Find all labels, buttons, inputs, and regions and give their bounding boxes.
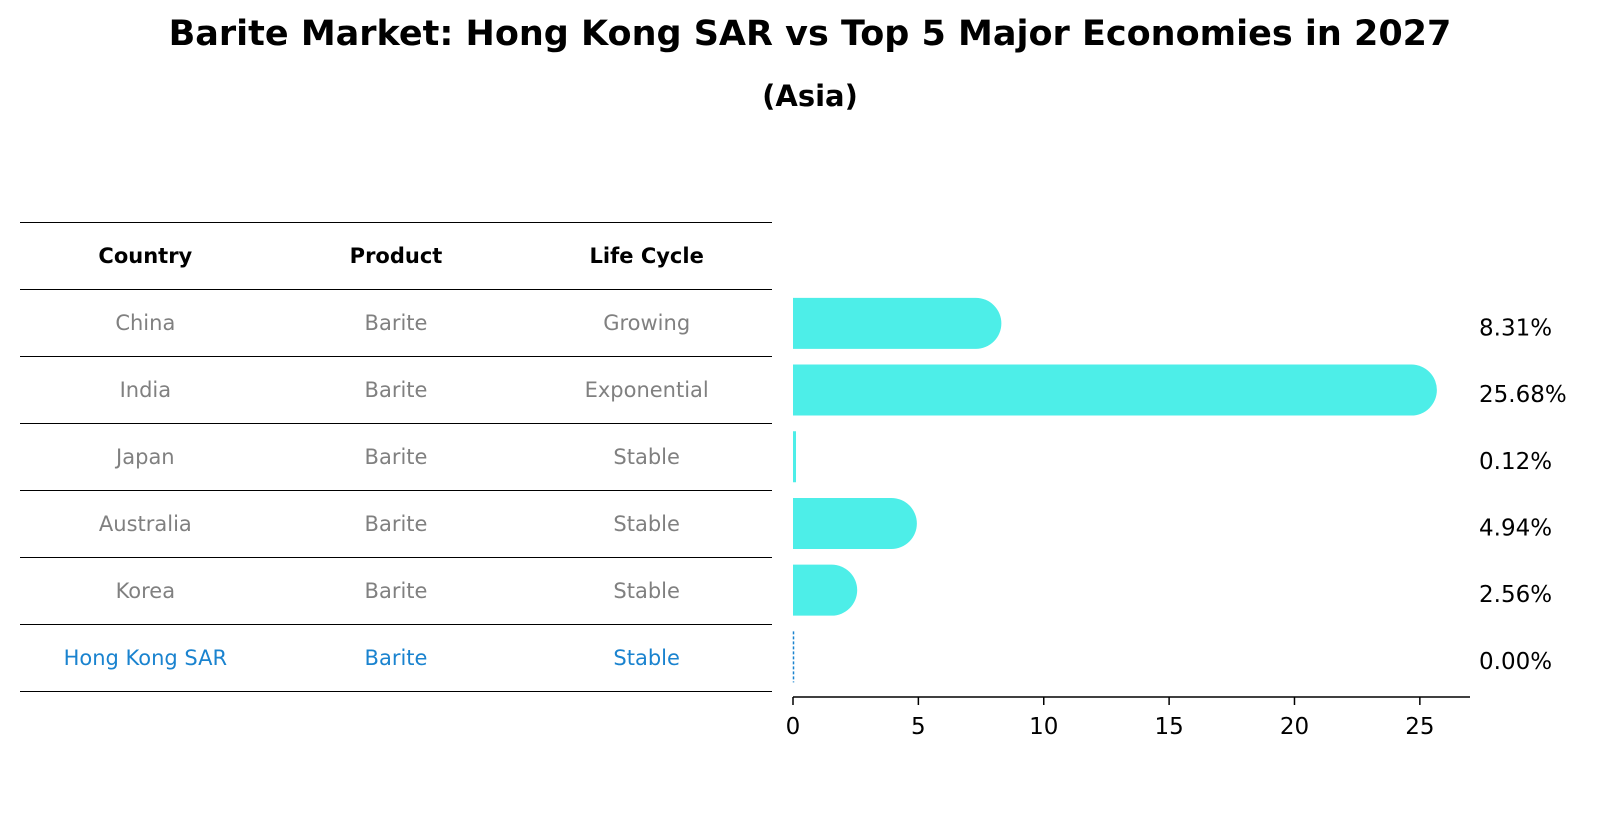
table-row: India Barite Exponential (20, 357, 772, 424)
bar (793, 497, 917, 549)
x-tick-label: 15 (1154, 714, 1183, 740)
table-row: Australia Barite Stable (20, 491, 772, 558)
cell-country: Korea (115, 579, 176, 603)
cell-product: Barite (364, 311, 428, 335)
cell-life-cycle: Stable (613, 445, 680, 469)
cell-country: India (119, 378, 172, 402)
cell-product: Barite (364, 445, 428, 469)
data-table: Country Product Life Cycle China Barite … (20, 222, 772, 692)
cell-life-cycle: Stable (613, 512, 680, 536)
table-row: China Barite Growing (20, 290, 772, 357)
value-label: 0.12% (1479, 449, 1552, 475)
cell-life-cycle: Stable (613, 646, 680, 670)
value-label: 0.00% (1479, 649, 1552, 675)
chart-title: Barite Market: Hong Kong SAR vs Top 5 Ma… (168, 14, 1452, 54)
header-country: Country (98, 244, 193, 268)
bar (793, 364, 1437, 416)
cell-country: Japan (116, 445, 175, 469)
header-product: Product (349, 244, 443, 268)
cell-country: China (115, 311, 176, 335)
x-tick-label: 25 (1405, 714, 1434, 740)
chart-subtitle: (Asia) (762, 79, 858, 113)
cell-life-cycle: Growing (603, 311, 691, 335)
cell-product: Barite (364, 512, 428, 536)
bar (793, 564, 858, 616)
value-label: 2.56% (1479, 582, 1552, 608)
value-label: 4.94% (1479, 515, 1552, 541)
cell-product: Barite (364, 378, 428, 402)
bar (793, 297, 1002, 349)
table-row: Korea Barite Stable (20, 558, 772, 625)
table-row-highlight: Hong Kong SAR Barite Stable (20, 625, 772, 692)
bar (793, 431, 797, 483)
cell-country: Hong Kong SAR (63, 646, 228, 670)
table-header-row: Country Product Life Cycle (20, 223, 772, 290)
cell-product: Barite (364, 646, 428, 670)
table-row: Japan Barite Stable (20, 424, 772, 491)
value-label: 8.31% (1479, 315, 1552, 341)
x-tick-label: 0 (786, 714, 801, 740)
x-tick-label: 5 (911, 714, 926, 740)
x-tick-label: 20 (1280, 714, 1309, 740)
cell-life-cycle: Exponential (584, 378, 709, 402)
cell-life-cycle: Stable (613, 579, 680, 603)
value-label: 25.68% (1479, 382, 1567, 408)
x-tick-label: 10 (1029, 714, 1058, 740)
cell-product: Barite (364, 579, 428, 603)
header-life-cycle: Life Cycle (589, 244, 704, 268)
cell-country: Australia (98, 512, 192, 536)
